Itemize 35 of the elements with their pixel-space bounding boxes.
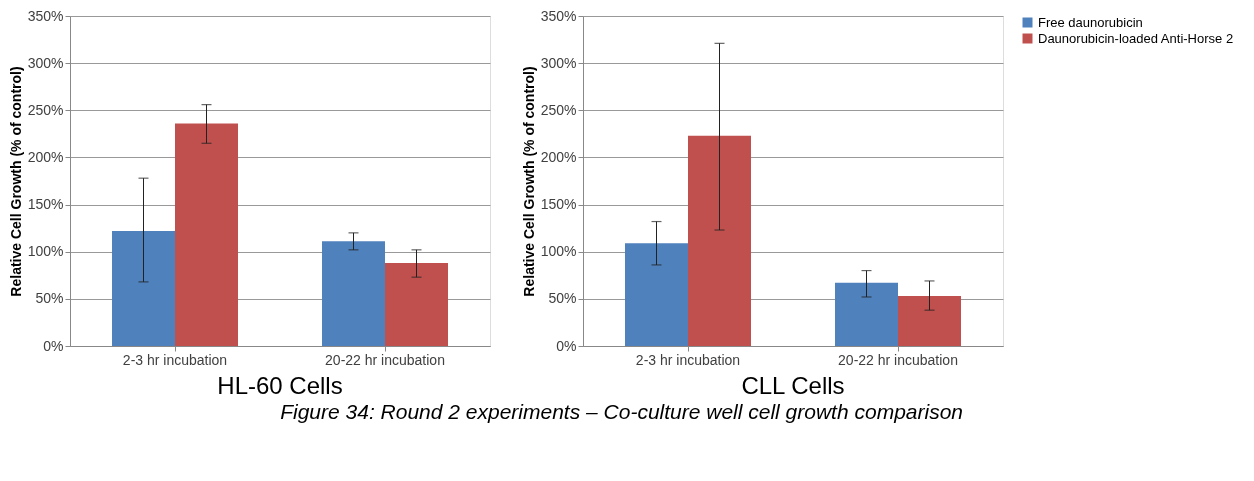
y-tick-label: 100% <box>27 243 64 260</box>
bar <box>322 241 385 346</box>
y-tick-label: 100% <box>540 243 577 260</box>
bar <box>385 263 448 346</box>
y-axis-title: Relative Cell Growth (% of control) <box>520 66 537 297</box>
text: CLL Cells <box>741 372 845 399</box>
caption: Figure 34: Round 2 experiments – Co-culture well cell growth comparison <box>280 399 964 423</box>
legend-label: Free daunorubicin <box>1038 14 1143 30</box>
y-tick-label: 250% <box>540 101 577 118</box>
y-tick-label: 300% <box>540 54 577 71</box>
y-tick-label: 300% <box>27 54 64 71</box>
y-tick-label: 150% <box>27 196 64 213</box>
y-tick-label: 200% <box>540 148 577 165</box>
x-tick-label: 20-22 hr incubation <box>325 351 445 368</box>
y-tick-label: 350% <box>540 7 577 24</box>
y-tick-label: 200% <box>27 148 64 165</box>
bar <box>898 296 961 346</box>
x-tick-label: 20-22 hr incubation <box>838 351 958 368</box>
y-tick-label: 0% <box>43 337 64 354</box>
legend-label: Daunorubicin-loaded Anti-Horse 2 <box>1038 30 1234 46</box>
x-tick-label: 2-3 hr incubation <box>122 351 228 368</box>
y-tick-label: 0% <box>556 337 577 354</box>
bar <box>688 135 751 346</box>
bar <box>625 243 688 346</box>
y-tick-label: 50% <box>35 290 64 307</box>
bar <box>112 230 175 346</box>
y-axis-title: Relative Cell Growth (% of control) <box>7 66 24 297</box>
y-tick-label: 150% <box>540 196 577 213</box>
text: HL-60 Cells <box>217 372 343 399</box>
bar <box>175 123 238 346</box>
y-tick-label: 50% <box>548 290 577 307</box>
y-tick-label: 350% <box>27 7 64 24</box>
y-tick-label: 250% <box>27 101 64 118</box>
bar <box>835 282 898 346</box>
x-tick-label: 2-3 hr incubation <box>635 351 741 368</box>
